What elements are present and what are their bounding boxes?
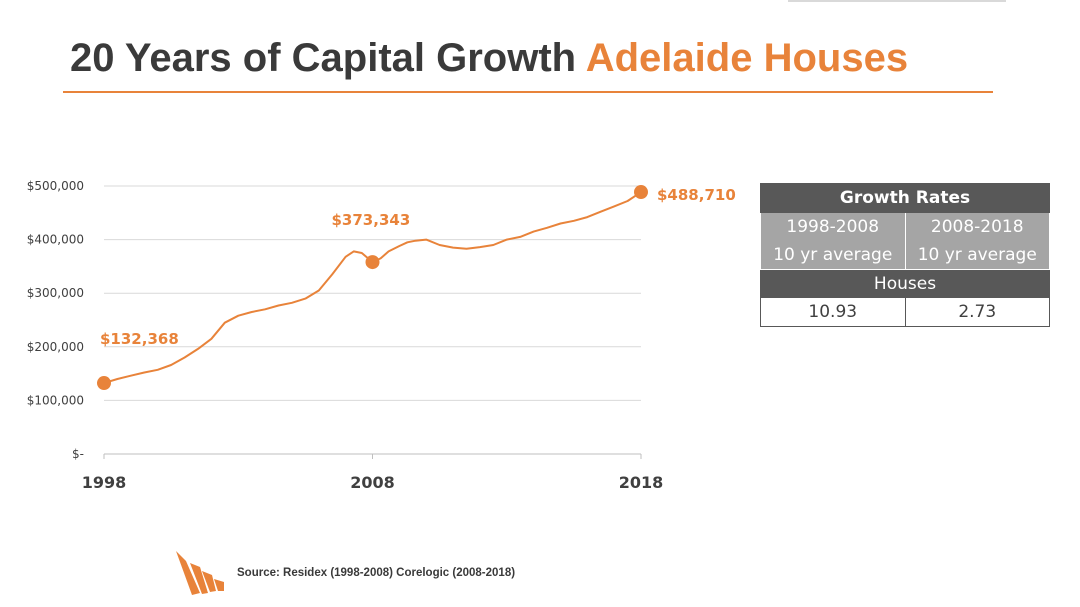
data-point-marker — [97, 376, 111, 391]
y-tick-label: $100,000 — [27, 393, 84, 407]
y-tick-label: $500,000 — [27, 179, 84, 193]
title-main: 20 Years of Capital Growth — [70, 36, 577, 80]
title-accent: Adelaide Houses — [585, 36, 909, 80]
period-sub-label: 10 yr average — [917, 245, 1037, 265]
data-point-marker — [634, 185, 648, 200]
y-axis-ticks: $- $100,000 $200,000 $300,000 $400,000 $500,0… — [27, 179, 84, 461]
marker-layer: $132,368 $373,343 $488,710 — [97, 185, 736, 391]
section-label-houses: Houses — [760, 269, 1050, 298]
y-tick-label: $300,000 — [27, 286, 84, 300]
growth-value-1998-2008: 10.93 — [760, 297, 906, 327]
growth-value-2008-2018: 2.73 — [904, 297, 1050, 327]
x-tick-label: 2018 — [619, 473, 664, 492]
period-2008-2018-cell: 2008-2018 10 yr average — [904, 212, 1050, 270]
data-point-label: $132,368 — [100, 330, 179, 348]
period-label: 2008-2018 — [930, 217, 1024, 237]
top-edge-bar — [788, 0, 1006, 2]
data-point-label: $488,710 — [657, 186, 736, 204]
y-tick-label: $200,000 — [27, 340, 84, 354]
period-sub-label: 10 yr average — [773, 245, 893, 265]
growth-table-title: Growth Rates — [760, 183, 1050, 213]
grid-layer — [104, 185, 641, 455]
title-underline — [63, 91, 993, 93]
source-note: Source: Residex (1998-2008) Corelogic (2… — [237, 567, 516, 579]
growth-rates-table: Growth Rates 1998-2008 10 yr average 200… — [760, 183, 1050, 327]
slide-title: 20 Years of Capital Growth Adelaide Hous… — [70, 36, 908, 81]
y-tick-label: $400,000 — [27, 233, 84, 247]
x-axis-ticks: 1998 2008 2018 — [82, 454, 664, 492]
company-logo-icon — [176, 551, 224, 595]
x-tick-label: 1998 — [82, 473, 127, 492]
data-point-label: $373,343 — [332, 211, 411, 229]
price-line-chart: $- $100,000 $200,000 $300,000 $400,000 $500,0… — [27, 179, 736, 492]
period-1998-2008-cell: 1998-2008 10 yr average — [760, 212, 906, 270]
y-tick-label: $- — [72, 447, 84, 461]
x-tick-label: 2008 — [350, 473, 395, 492]
period-label: 1998-2008 — [786, 217, 880, 237]
data-point-marker — [365, 255, 380, 270]
